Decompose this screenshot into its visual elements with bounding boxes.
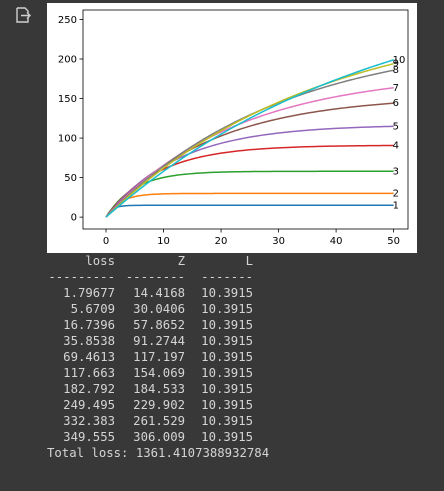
cell-l: 10.3915: [201, 286, 253, 300]
cell-z: 229.902: [133, 398, 185, 412]
series-label-3: 3: [393, 166, 399, 177]
table-row: 117.663 154.069 10.3915: [47, 365, 437, 381]
total-loss: Total loss: 1361.4107388932784: [47, 446, 270, 460]
y-tick-label: 50: [64, 173, 77, 184]
separator-loss: ---------: [48, 270, 115, 284]
cell-z: 154.069: [133, 366, 185, 380]
cell-loss: 69.4613: [63, 350, 115, 364]
series-line-2: [105, 192, 394, 218]
cell-l: 10.3915: [201, 414, 253, 428]
table-output: loss Z L --------- -------- ------- 1.79677 1…: [47, 253, 437, 461]
cell-z: 184.533: [133, 382, 185, 396]
header-z: Z: [177, 254, 185, 268]
cell-loss: 349.555: [63, 430, 115, 444]
table-row: 69.4613 117.197 10.3915: [47, 349, 437, 365]
separator-z: --------: [125, 270, 185, 284]
series-line-10: [105, 59, 394, 218]
table-row: 332.383 261.529 10.3915: [47, 413, 437, 429]
cell-l: 10.3915: [201, 398, 253, 412]
table-row: 35.8538 91.2744 10.3915: [47, 333, 437, 349]
cell-loss: 5.6709: [70, 302, 115, 316]
cell-loss: 35.8538: [63, 334, 115, 348]
cell-loss: 117.663: [63, 366, 115, 380]
line-chart: 1 2 3 4 5 6 7 8 9 10 0 10 20 30 40 50 0 50 100 150 200 250: [47, 3, 417, 253]
series-label-9: 9: [393, 59, 399, 70]
series-label-8: 8: [393, 65, 399, 76]
series-label-7: 7: [393, 83, 399, 94]
table-row: 182.792 184.533 10.3915: [47, 381, 437, 397]
x-tick-label: 10: [157, 236, 170, 247]
series-label-4: 4: [393, 140, 399, 151]
cell-loss: 16.7396: [63, 318, 115, 332]
x-tick-label: 0: [103, 236, 109, 247]
series-line-1: [105, 204, 394, 218]
output-arrow-icon[interactable]: [14, 6, 32, 24]
x-tick-label: 20: [215, 236, 228, 247]
cell-l: 10.3915: [201, 302, 253, 316]
y-tick-label: 150: [58, 94, 77, 105]
axis-layer: 0 10 20 30 40 50 0 50 100 150 200 250: [58, 15, 400, 247]
x-tick-label: 30: [272, 236, 285, 247]
y-tick-label: 200: [58, 55, 77, 66]
y-tick-label: 100: [58, 134, 77, 145]
y-tick-label: 0: [71, 213, 77, 224]
cell-z: 14.4168: [133, 286, 185, 300]
y-tick-label: 250: [58, 15, 77, 26]
table-header: loss Z L: [47, 253, 437, 269]
cell-l: 10.3915: [201, 350, 253, 364]
plot-area: [82, 9, 409, 230]
table-row: 249.495 229.902 10.3915: [47, 397, 437, 413]
series-label-1: 1: [393, 200, 399, 211]
table-body: 1.79677 14.4168 10.3915 5.6709 30.0406 10.391…: [47, 285, 437, 445]
table-separator: --------- -------- -------: [47, 269, 437, 285]
cell-z: 306.009: [133, 430, 185, 444]
x-tick-label: 40: [330, 236, 343, 247]
cell-loss: 249.495: [63, 398, 115, 412]
cell-z: 30.0406: [133, 302, 185, 316]
cell-loss: 1.79677: [63, 286, 115, 300]
cell-loss: 332.383: [63, 414, 115, 428]
series-label-5: 5: [393, 121, 399, 132]
series-label-10: 10: [393, 55, 406, 66]
cell-l: 10.3915: [201, 382, 253, 396]
cell-l: 10.3915: [201, 334, 253, 348]
cell-z: 261.529: [133, 414, 185, 428]
table-row: 5.6709 30.0406 10.3915: [47, 301, 437, 317]
cell-z: 57.8652: [133, 318, 185, 332]
series-line-9: [105, 62, 394, 218]
table-row: 16.7396 57.8652 10.3915: [47, 317, 437, 333]
header-l: L: [245, 254, 253, 268]
cell-z: 91.2744: [133, 334, 185, 348]
cell-l: 10.3915: [201, 366, 253, 380]
cell-z: 117.197: [133, 350, 185, 364]
series-line-3: [105, 170, 394, 218]
cell-loss: 182.792: [63, 382, 115, 396]
table-row: 349.555 306.009 10.3915: [47, 429, 437, 445]
x-tick-label: 50: [387, 236, 400, 247]
header-loss: loss: [85, 254, 115, 268]
cell-l: 10.3915: [201, 430, 253, 444]
series-label-2: 2: [393, 188, 399, 199]
series-label-6: 6: [393, 98, 399, 109]
separator-l: -------: [201, 270, 253, 284]
cell-l: 10.3915: [201, 318, 253, 332]
table-row: 1.79677 14.4168 10.3915: [47, 285, 437, 301]
